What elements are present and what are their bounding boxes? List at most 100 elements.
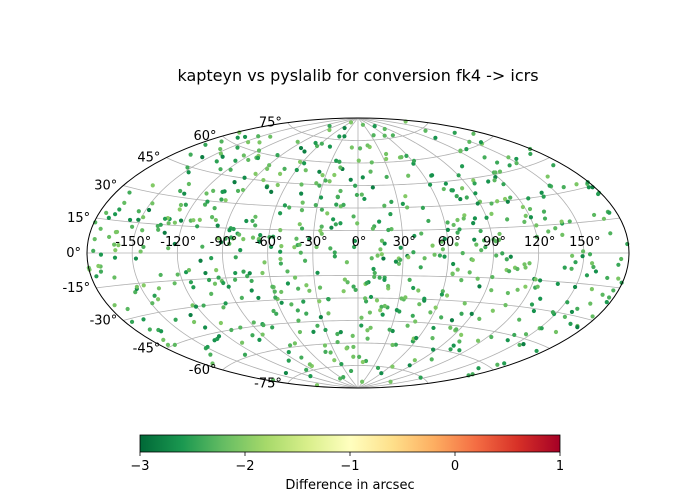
data-point — [604, 300, 609, 305]
data-point — [338, 330, 343, 335]
data-point — [517, 342, 522, 348]
data-point — [178, 188, 183, 194]
data-point — [322, 343, 328, 348]
data-point — [285, 281, 291, 286]
data-point — [489, 211, 494, 216]
data-point — [327, 144, 333, 149]
data-point — [496, 237, 502, 242]
parallel-line — [222, 342, 494, 371]
data-point — [363, 296, 368, 301]
data-point — [279, 300, 284, 305]
y-tick-label: 45° — [137, 151, 160, 166]
data-point — [456, 173, 461, 178]
data-point — [201, 303, 206, 308]
data-point — [294, 167, 299, 173]
data-point — [531, 308, 537, 314]
data-point — [430, 336, 435, 341]
parallel-line — [96, 217, 620, 231]
data-point — [275, 182, 280, 188]
data-point — [219, 197, 224, 202]
data-point — [113, 248, 118, 253]
data-point — [379, 238, 385, 243]
data-point — [212, 281, 218, 286]
data-point — [267, 235, 272, 240]
data-point — [96, 263, 101, 269]
data-point — [389, 199, 394, 204]
data-point — [542, 216, 548, 221]
data-point — [418, 265, 423, 270]
data-point — [413, 319, 418, 324]
data-point — [260, 270, 265, 276]
data-point — [526, 196, 531, 201]
data-point — [357, 354, 362, 359]
data-point — [223, 301, 228, 306]
data-point — [134, 284, 139, 289]
data-point — [489, 201, 494, 206]
data-point — [209, 215, 215, 220]
y-tick-label: -30° — [90, 314, 118, 329]
data-point — [279, 244, 284, 249]
data-point — [233, 158, 238, 163]
data-point — [218, 240, 224, 245]
data-point — [147, 327, 152, 332]
data-point — [198, 258, 203, 263]
data-point — [282, 166, 287, 171]
data-point — [323, 349, 328, 354]
data-point — [229, 235, 234, 240]
data-point — [497, 169, 503, 174]
data-point — [204, 191, 209, 196]
data-point — [191, 319, 197, 325]
data-point — [271, 308, 276, 314]
x-tick-label: 30° — [393, 235, 416, 250]
data-point — [183, 202, 188, 207]
data-point — [146, 207, 152, 213]
data-point — [265, 166, 270, 171]
data-point — [257, 140, 262, 145]
data-point — [348, 368, 354, 374]
data-point — [399, 155, 404, 160]
data-point — [345, 280, 350, 285]
data-point — [398, 257, 403, 262]
data-point — [106, 215, 111, 220]
data-point — [112, 275, 117, 280]
data-point — [295, 308, 300, 313]
data-point — [407, 363, 412, 368]
data-point — [490, 274, 495, 280]
data-point — [356, 158, 361, 163]
data-point — [152, 293, 157, 298]
y-tick-label: 0° — [66, 246, 81, 261]
data-point — [411, 285, 416, 291]
data-point — [278, 211, 283, 216]
data-point — [203, 325, 208, 330]
data-point — [235, 135, 240, 140]
data-point — [327, 179, 332, 184]
data-point — [214, 159, 219, 164]
data-point — [335, 339, 340, 345]
data-point — [585, 180, 590, 185]
data-point — [460, 186, 465, 191]
data-point — [457, 227, 462, 232]
data-point — [365, 336, 370, 341]
data-point — [367, 310, 372, 315]
data-point — [141, 244, 146, 250]
data-point — [437, 253, 443, 258]
data-point — [393, 342, 398, 347]
data-point — [314, 181, 319, 186]
data-point — [422, 296, 427, 301]
data-point — [455, 267, 460, 272]
data-point — [319, 207, 325, 212]
data-point — [270, 325, 275, 330]
data-point — [390, 342, 395, 348]
data-point — [342, 134, 347, 139]
data-point — [478, 140, 484, 145]
data-point — [351, 284, 356, 289]
data-point — [397, 309, 402, 314]
data-point — [382, 203, 387, 208]
data-point — [264, 185, 269, 190]
data-point — [304, 311, 309, 316]
data-point — [335, 331, 340, 337]
data-point — [512, 332, 517, 338]
data-point — [455, 230, 460, 235]
data-point — [318, 315, 323, 320]
